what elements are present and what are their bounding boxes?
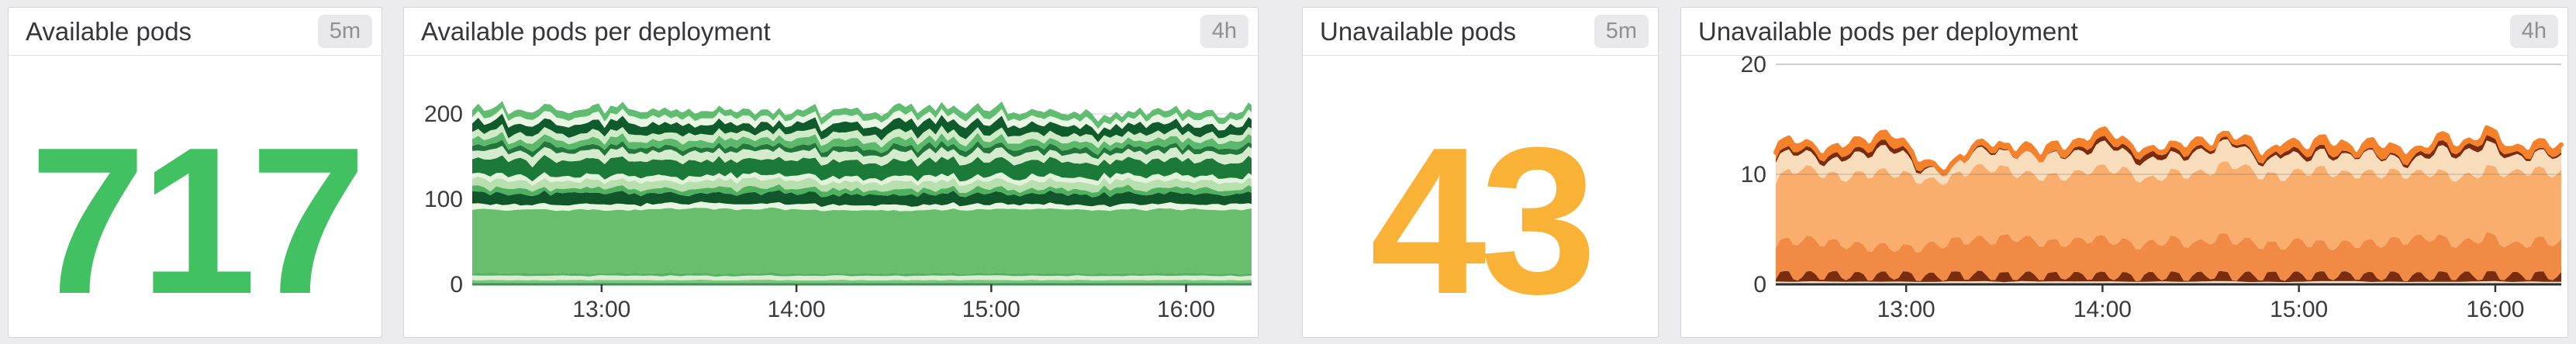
panel-header: Unavailable pods per deployment 4h (1681, 8, 2567, 56)
svg-text:14:00: 14:00 (2074, 297, 2132, 322)
timeframe-badge: 5m (317, 15, 372, 48)
svg-text:13:00: 13:00 (572, 297, 630, 322)
svg-text:0: 0 (1753, 272, 1766, 298)
svg-text:15:00: 15:00 (2270, 297, 2328, 322)
svg-text:0: 0 (450, 272, 463, 298)
panel-available-pods[interactable]: Available pods 5m 717 (8, 7, 382, 338)
panel-header: Available pods per deployment 4h (404, 8, 1258, 56)
panel-body: 717 (9, 56, 382, 337)
available-pods-chart[interactable]: 13:00 14:00 15:00 16:00 0 100 200 (404, 56, 1258, 337)
svg-text:16:00: 16:00 (2466, 297, 2524, 322)
timeframe-badge: 4h (2509, 15, 2558, 48)
panel-available-pods-per-deployment[interactable]: Available pods per deployment 4h 13:00 14… (403, 7, 1259, 338)
panel-header: Unavailable pods 5m (1303, 8, 1658, 56)
available-pods-value: 717 (29, 104, 366, 337)
svg-text:16:00: 16:00 (1157, 297, 1215, 322)
svg-text:20: 20 (1741, 56, 1766, 77)
svg-text:200: 200 (424, 101, 463, 127)
svg-text:15:00: 15:00 (962, 297, 1020, 322)
panel-header: Available pods 5m (9, 8, 382, 56)
unavailable-pods-value: 43 (1369, 104, 1597, 337)
panel-body: 13:00 14:00 15:00 16:00 0 100 200 (404, 56, 1258, 337)
panel-unavailable-pods[interactable]: Unavailable pods 5m 43 (1302, 7, 1659, 338)
unavailable-pods-chart[interactable]: 13:00 14:00 15:00 16:00 0 10 20 (1681, 56, 2567, 337)
svg-text:14:00: 14:00 (768, 297, 826, 322)
panel-body: 43 (1303, 56, 1658, 337)
timeframe-badge: 5m (1594, 15, 1649, 48)
panel-title: Unavailable pods per deployment (1698, 16, 2078, 46)
svg-text:13:00: 13:00 (1877, 297, 1935, 322)
panel-body: 13:00 14:00 15:00 16:00 0 10 20 (1681, 56, 2567, 337)
panel-title: Available pods (26, 16, 192, 46)
svg-text:10: 10 (1741, 162, 1766, 187)
panel-title: Available pods per deployment (421, 16, 771, 46)
svg-text:100: 100 (424, 187, 463, 212)
panel-title: Unavailable pods (1320, 16, 1517, 46)
timeframe-badge: 4h (1200, 15, 1248, 48)
panel-unavailable-pods-per-deployment[interactable]: Unavailable pods per deployment 4h 13:00… (1680, 7, 2568, 338)
